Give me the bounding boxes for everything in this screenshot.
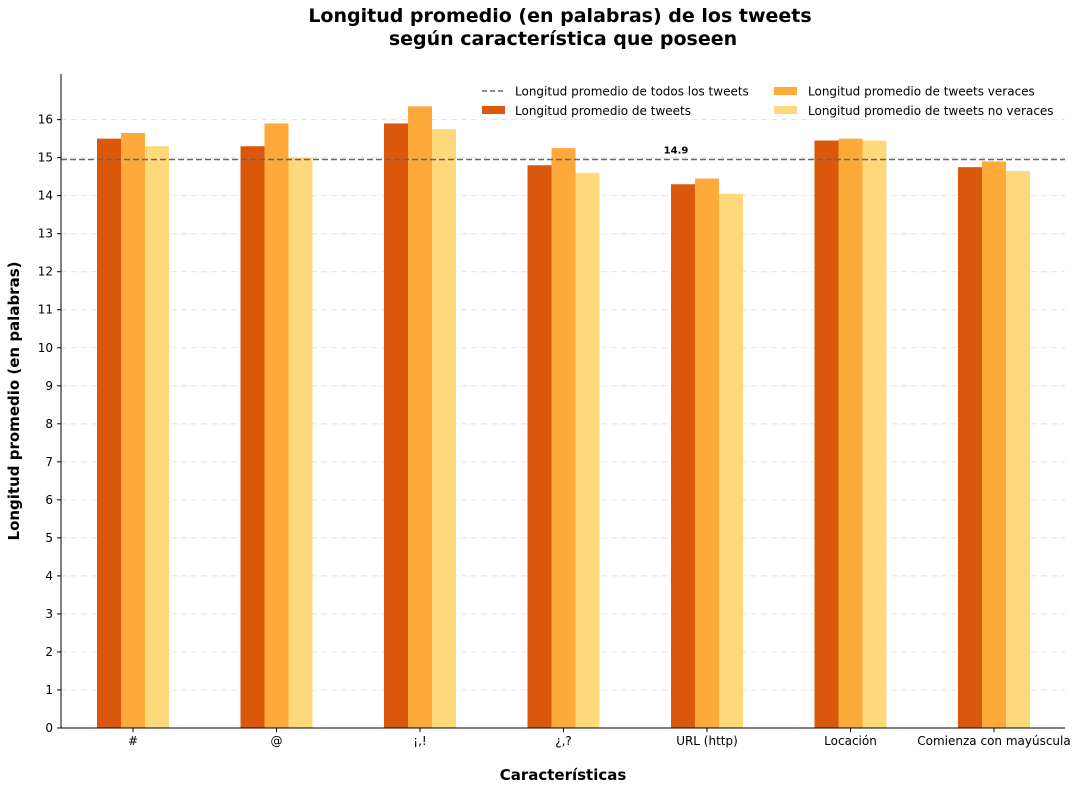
bar-series1-cat5 — [838, 138, 863, 729]
reference-line-label: 14.9 — [664, 146, 689, 157]
bars — [97, 106, 1030, 729]
bar-series0-cat3 — [527, 165, 552, 729]
chart-title-line2: según característica que poseen — [389, 28, 737, 50]
bar-series2-cat5 — [862, 140, 887, 728]
y-tick-label: 4 — [45, 569, 53, 583]
y-tick-label: 8 — [45, 417, 53, 431]
y-axis-label: Longitud promedio (en palabras) — [5, 262, 23, 541]
bar-series1-cat6 — [982, 161, 1006, 728]
bar-series0-cat2 — [384, 123, 408, 728]
legend-swatch-tweets — [482, 106, 505, 114]
y-tick-label: 13 — [38, 227, 53, 241]
bar-series1-cat4 — [695, 178, 719, 728]
y-tick-label: 16 — [38, 113, 53, 127]
x-axis-label: Características — [500, 766, 627, 784]
x-tick-label: # — [128, 734, 138, 748]
y-tick-label: 1 — [45, 683, 53, 697]
bar-series2-cat2 — [432, 129, 456, 728]
x-tick-label: ¿,? — [555, 734, 572, 748]
bar-series2-cat1 — [288, 157, 313, 728]
reference-line-group: 14.9 — [61, 146, 1065, 161]
x-ticks: # @ ¡,! ¿,? URL (http) Locación Comienza con m… — [128, 728, 1071, 748]
bar-series1-cat1 — [264, 123, 289, 728]
y-tick-label: 12 — [38, 265, 53, 279]
legend-label-no-veraces: Longitud promedio de tweets no veraces — [808, 104, 1054, 118]
y-tick-label: 6 — [45, 493, 53, 507]
bar-series2-cat3 — [575, 172, 600, 728]
bar-series0-cat6 — [958, 167, 982, 728]
y-tick-label: 3 — [45, 607, 53, 621]
bar-series2-cat4 — [719, 193, 743, 728]
y-tick-label: 10 — [38, 341, 53, 355]
x-tick-label: @ — [271, 734, 283, 748]
y-tick-label: 5 — [45, 531, 53, 545]
y-tick-label: 2 — [45, 645, 53, 659]
bar-series0-cat0 — [97, 138, 121, 729]
x-tick-label: URL (http) — [676, 734, 738, 748]
bar-series0-cat1 — [240, 146, 265, 728]
legend-label-reference: Longitud promedio de todos los tweets — [515, 85, 749, 99]
bar-series1-cat3 — [551, 148, 576, 728]
y-tick-label: 0 — [45, 721, 53, 735]
legend-label-veraces: Longitud promedio de tweets veraces — [808, 85, 1035, 99]
x-tick-label: ¡,! — [413, 734, 426, 748]
legend: Longitud promedio de todos los tweets Lo… — [482, 85, 1054, 118]
x-tick-label: Comienza con mayúscula — [917, 734, 1070, 748]
bar-series2-cat6 — [1006, 170, 1030, 729]
legend-swatch-veraces — [774, 87, 797, 95]
x-tick-label: Locación — [824, 734, 877, 748]
chart-title-line1: Longitud promedio (en palabras) de los t… — [308, 5, 811, 27]
bar-series1-cat2 — [408, 106, 432, 729]
y-tick-label: 14 — [38, 189, 53, 203]
bar-series2-cat0 — [145, 146, 169, 728]
legend-swatch-no-veraces — [774, 106, 797, 114]
y-tick-label: 11 — [38, 303, 53, 317]
bar-series0-cat5 — [814, 140, 839, 728]
y-tick-label: 7 — [45, 455, 53, 469]
legend-label-tweets: Longitud promedio de tweets — [515, 104, 691, 118]
bar-series0-cat4 — [671, 184, 695, 728]
y-tick-label: 9 — [45, 379, 53, 393]
bar-series1-cat0 — [121, 132, 145, 729]
y-tick-label: 15 — [38, 151, 53, 165]
